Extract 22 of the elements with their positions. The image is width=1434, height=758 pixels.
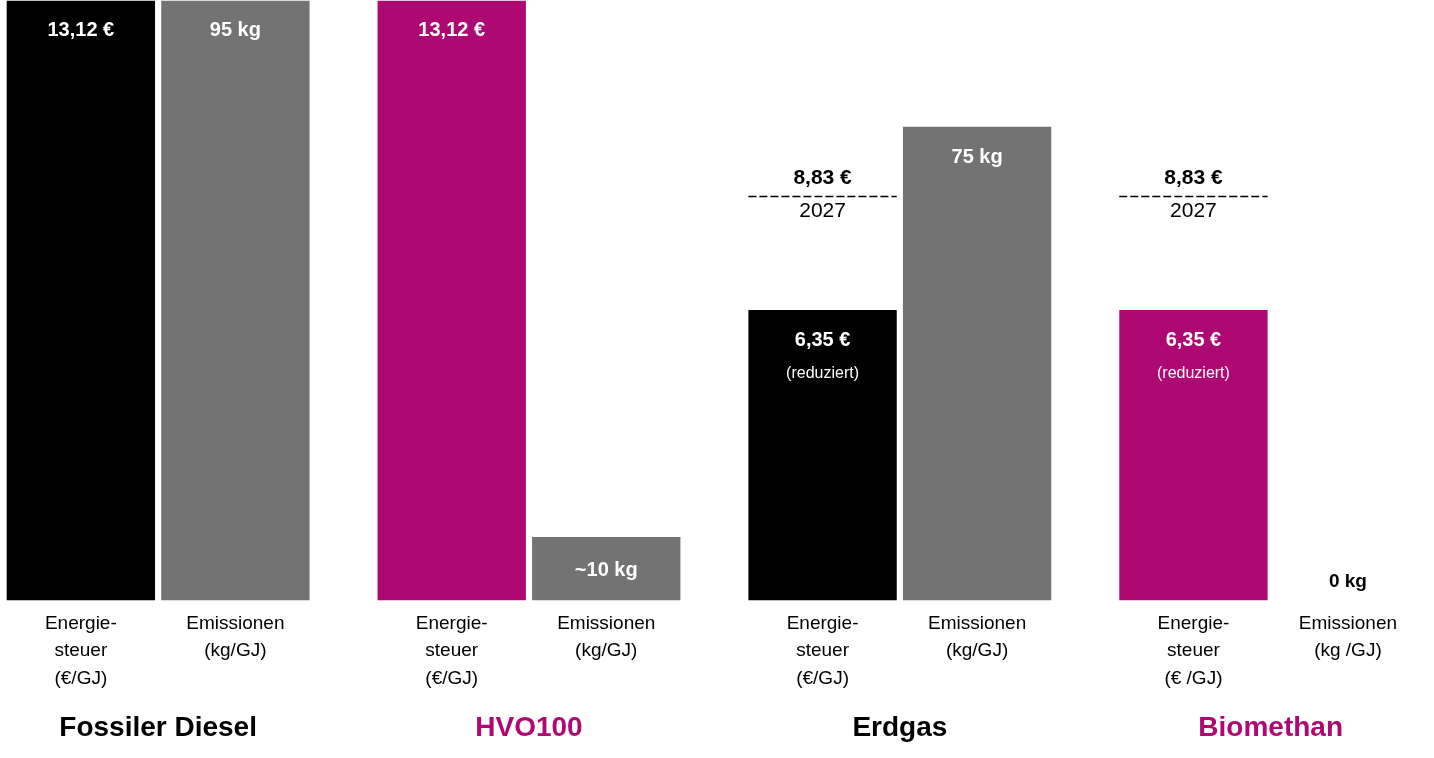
text: Fossiler Diesel [59,710,257,742]
x-tick-label: Emissionen (kg/GJ) [186,612,285,661]
text: HVO100 [475,710,583,742]
x-tick-label: Emissionen (kg /GJ) [1298,612,1398,661]
data-label: 75 kg [951,144,1003,167]
text: Biomethan [1198,710,1344,742]
data-label: 13,12 € [47,18,115,41]
x-tick-label: Energie- steuer (€/GJ) [415,612,488,688]
data-label: 6,35 € (reduziert) [1156,327,1230,381]
data-label: 6,35 € (reduziert) [786,327,860,381]
text: Erdgas [852,710,948,742]
x-tick-label: Energie- steuer (€/GJ) [44,612,117,688]
x-tick-label: Emissionen (kg/GJ) [928,612,1027,661]
ref-line-label: 8,83 € 2027 [793,164,853,221]
data-label: 13,12 € [418,18,486,41]
text: 8,83 € 2027 [1164,164,1223,221]
x-tick-label: Energie- steuer (€/GJ) [786,612,859,688]
data-label: ~10 kg [574,557,638,580]
data-label: 95 kg [209,18,261,41]
x-tick-label: Energie- steuer (€ /GJ) [1157,612,1230,688]
x-tick-label: Emissionen (kg/GJ) [557,612,656,661]
data-label: 0 kg [1328,570,1367,592]
